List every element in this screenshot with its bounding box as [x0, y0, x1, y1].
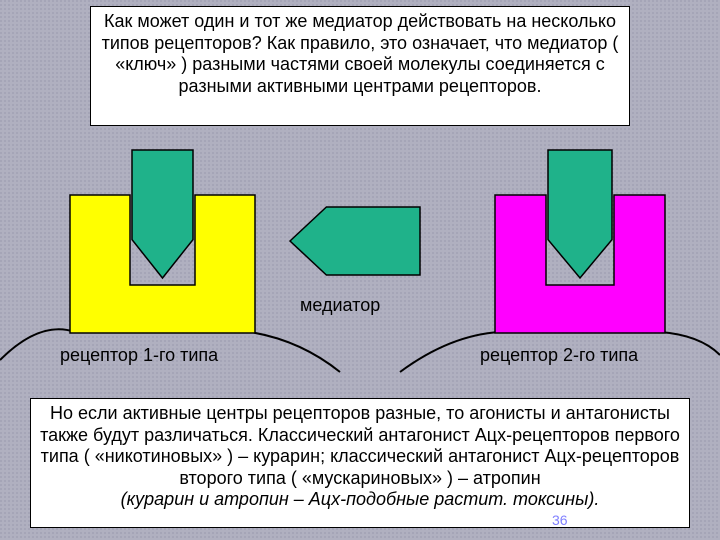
receptor-2-label: рецептор 2-го типа: [480, 345, 638, 366]
bottom-explanation-text: Но если активные центры рецепторов разны…: [40, 403, 680, 488]
receptor-1-label: рецептор 1-го типа: [60, 345, 218, 366]
top-explanation-box: Как может один и тот же медиатор действо…: [90, 6, 630, 126]
bottom-explanation-italic: (курарин и атропин – Ацх-подобные растит…: [121, 489, 600, 509]
mediator-label: медиатор: [300, 295, 380, 316]
top-explanation-text: Как может один и тот же медиатор действо…: [102, 11, 619, 96]
page-number: 36: [552, 512, 568, 528]
bottom-explanation-box: Но если активные центры рецепторов разны…: [30, 398, 690, 528]
